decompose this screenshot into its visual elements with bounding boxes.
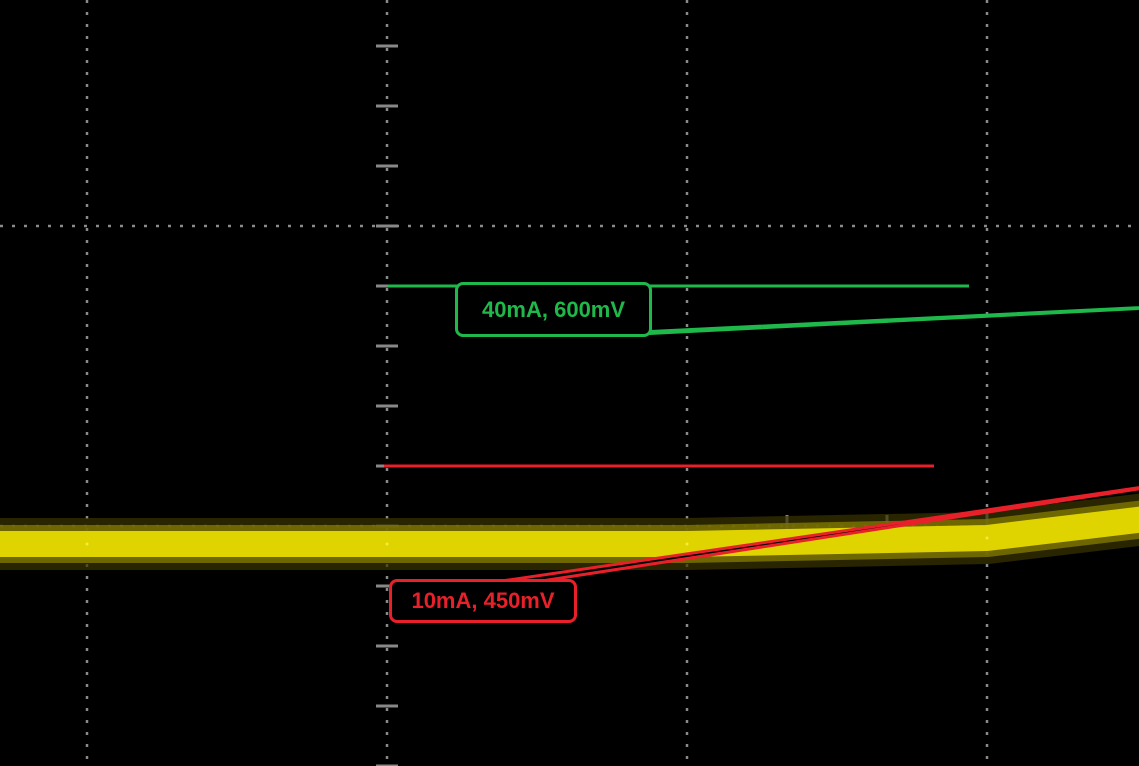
cursor-readout-green: 40mA, 600mV [455, 282, 652, 337]
trace-point [385, 542, 389, 546]
trace-point [685, 542, 689, 546]
iv-curve-trace [0, 493, 1139, 570]
trace-glow [0, 500, 1139, 563]
trace-line [0, 506, 1139, 557]
trace-point [85, 542, 89, 546]
trace-halo [0, 493, 1139, 570]
cursor-readout-red-label: 10mA, 450mV [411, 588, 555, 613]
trace-point [985, 536, 989, 540]
cursor-readout-red: 10mA, 450mV [389, 579, 577, 623]
callout-green-pointer [579, 306, 1139, 337]
cursor-readout-green-label: 40mA, 600mV [481, 296, 626, 322]
